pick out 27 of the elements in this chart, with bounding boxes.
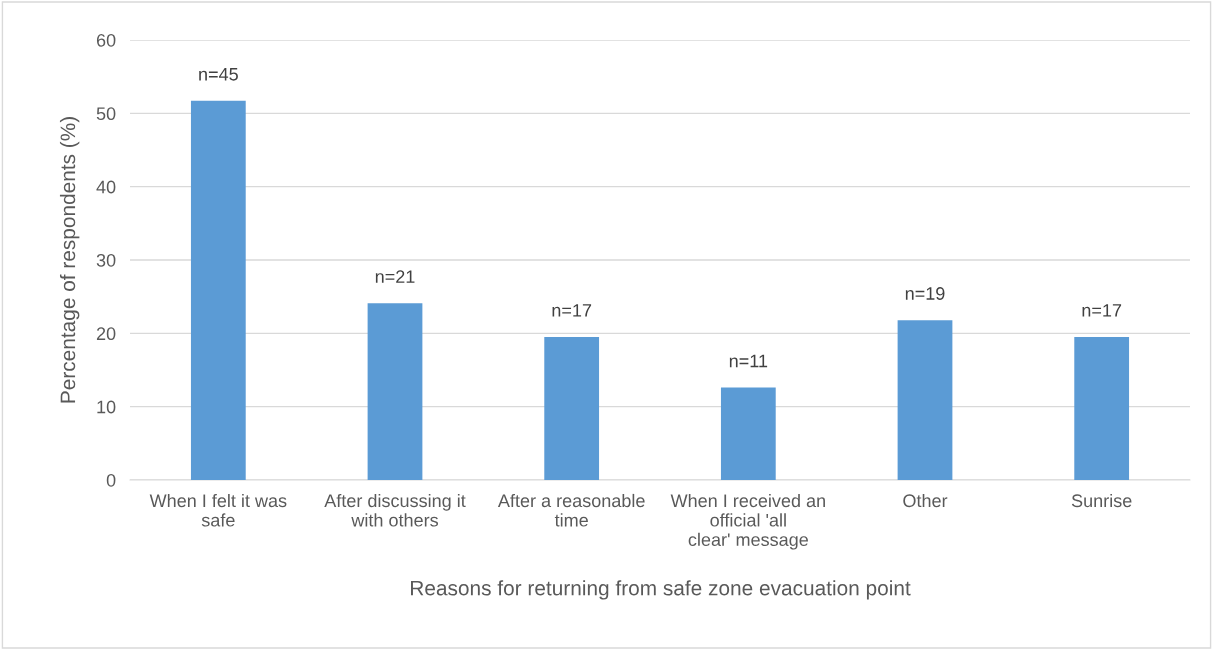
x-tick-label: When I received an official 'all clear' message [670,493,825,550]
y-tick-label: 20 [96,327,116,341]
y-tick-label: 30 [96,253,116,267]
annotation: n=19 [905,287,945,300]
y-tick-label: 60 [96,33,116,47]
x-tick-label: Other [903,493,948,508]
y-tick-label: 0 [106,473,116,487]
x-tick-label: Sunrise [1071,493,1132,508]
x-tick-label: After a reasonable time [497,493,645,527]
x-tick-label: After discussing it with others [324,493,466,527]
bar [1074,337,1130,480]
annotation: n=17 [552,304,592,317]
bar [367,303,423,480]
bar [544,337,600,480]
bar [720,387,776,480]
y-tick-label: 40 [96,180,116,194]
annotation: n=21 [375,270,415,283]
x-axis-title: Reasons for returning from safe zone evacuation point [411,580,911,600]
annotation: n=17 [1082,304,1122,317]
bar [190,100,246,480]
y-tick-label: 50 [96,107,116,121]
y-tick-label: 10 [97,400,116,414]
bar [897,320,953,480]
annotation: n=11 [729,354,768,368]
x-tick-label: When I felt it was safe [149,493,287,527]
annotation: n=45 [199,68,238,81]
y-axis-title: Percentage of respondents (%) [59,117,80,403]
